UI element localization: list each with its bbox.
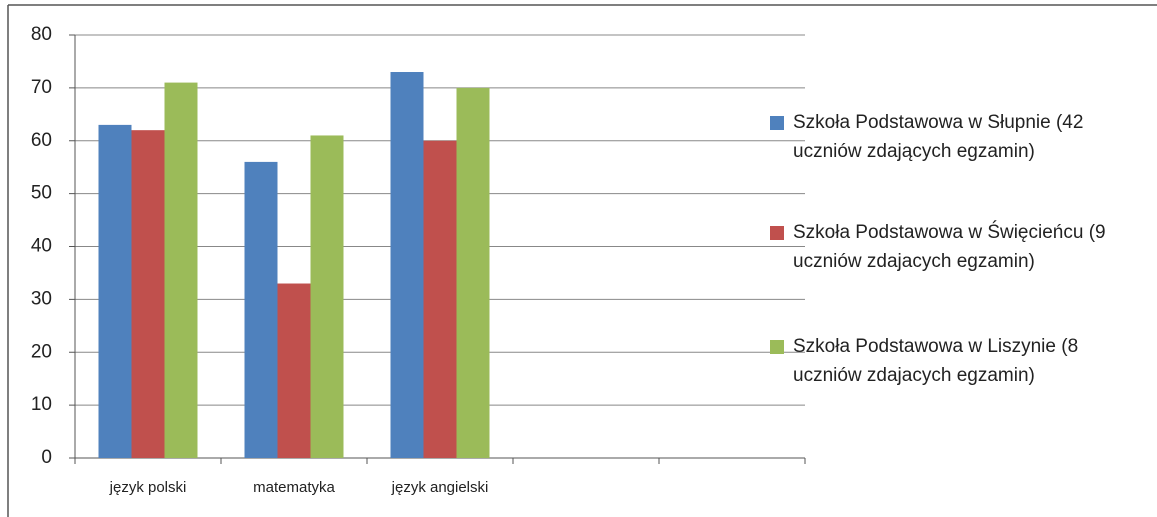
y-tick-label: 80 xyxy=(31,24,52,45)
bar xyxy=(131,130,165,459)
legend-label: Szkoła Podstawowa w Święcieńcu (9 ucznió… xyxy=(793,222,1106,272)
y-tick-label: 10 xyxy=(31,394,52,415)
bar xyxy=(456,87,490,458)
bar xyxy=(244,161,278,458)
y-tick-label: 30 xyxy=(31,288,52,309)
legend-swatch xyxy=(770,116,784,130)
legend-label: Szkoła Podstawowa w Liszynie (8 uczniów … xyxy=(793,336,1079,386)
legend-swatch xyxy=(770,340,784,354)
y-tick-label: 70 xyxy=(31,77,52,98)
bar xyxy=(277,283,311,458)
legend-swatch xyxy=(770,226,784,240)
bar xyxy=(390,72,424,458)
legend-label: Szkoła Podstawowa w Słupnie (42 uczniów … xyxy=(793,112,1084,162)
bar xyxy=(423,140,457,458)
y-tick-label: 0 xyxy=(41,447,52,468)
legend-item: Szkoła Podstawowa w Słupnie (42 uczniów … xyxy=(770,108,1140,166)
y-tick-label: 40 xyxy=(31,236,52,257)
x-tick-label: matematyka xyxy=(253,479,335,496)
legend-item: Szkoła Podstawowa w Liszynie (8 uczniów … xyxy=(770,332,1140,390)
bar xyxy=(310,135,344,458)
y-tick-label: 20 xyxy=(31,341,52,362)
bar xyxy=(164,82,198,459)
x-tick-label: język polski xyxy=(109,479,187,496)
x-tick-label: język angielski xyxy=(391,479,489,496)
y-tick-label: 50 xyxy=(31,183,52,204)
legend-item: Szkoła Podstawowa w Święcieńcu (9 ucznió… xyxy=(770,218,1140,276)
bar xyxy=(98,124,132,458)
y-tick-label: 60 xyxy=(31,130,52,151)
